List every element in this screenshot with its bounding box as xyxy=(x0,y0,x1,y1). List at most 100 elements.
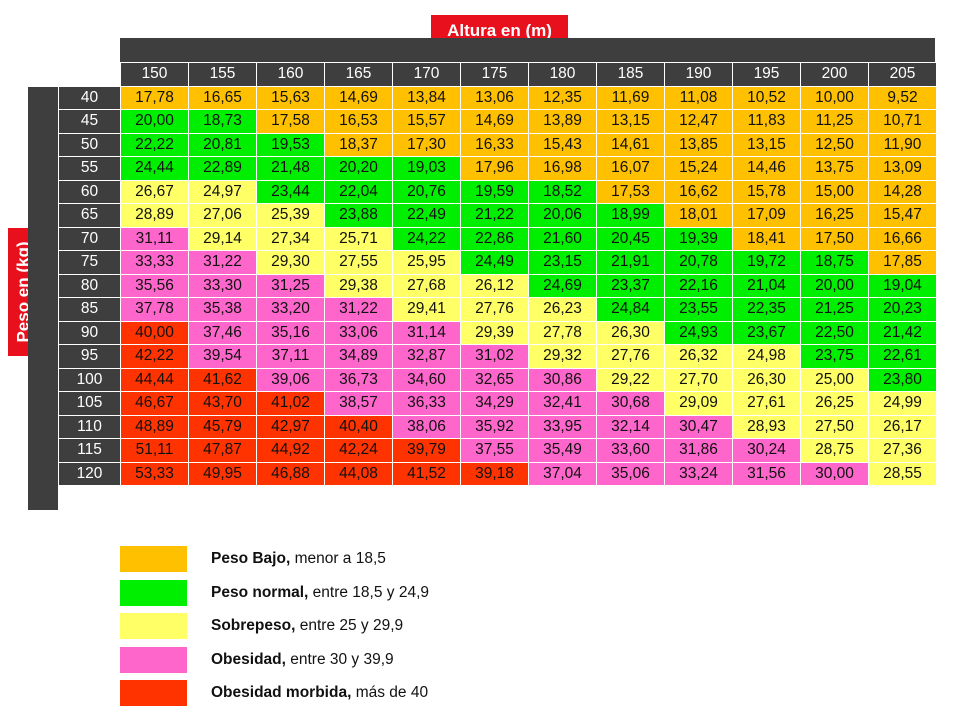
legend-label: Obesidad, entre 30 y 39,9 xyxy=(211,651,394,669)
bmi-cell: 40,00 xyxy=(120,320,189,345)
bmi-cell: 27,06 xyxy=(188,203,257,228)
height-header: 195 xyxy=(732,62,801,87)
bmi-cell: 31,86 xyxy=(664,438,733,463)
legend-swatch xyxy=(120,680,187,706)
bmi-cell: 13,85 xyxy=(664,132,733,157)
bmi-cell: 29,41 xyxy=(392,297,461,322)
bmi-cell: 27,61 xyxy=(732,391,801,416)
bmi-cell: 23,67 xyxy=(732,320,801,345)
bmi-cell: 39,06 xyxy=(256,367,325,392)
bmi-cell: 23,55 xyxy=(664,297,733,322)
bmi-cell: 41,52 xyxy=(392,461,461,486)
bmi-cell: 27,76 xyxy=(596,344,665,369)
weight-label: 115 xyxy=(58,438,121,463)
bmi-cell: 38,06 xyxy=(392,414,461,439)
bmi-cell: 49,95 xyxy=(188,461,257,486)
bmi-table: 150 155 160 165 170 175 180 185 190 195 200 205 40 1… xyxy=(58,62,937,486)
bmi-cell: 34,89 xyxy=(324,344,393,369)
bmi-cell: 14,61 xyxy=(596,132,665,157)
table-row: 115 51,11 47,87 44,92 42,24 39,79 37,55 35,49 33… xyxy=(58,438,937,463)
bmi-cell: 26,25 xyxy=(800,391,869,416)
legend-category-name: Obesidad morbida, xyxy=(211,684,352,701)
height-header: 160 xyxy=(256,62,325,87)
corner-cell xyxy=(58,62,121,87)
bmi-cell: 32,87 xyxy=(392,344,461,369)
bmi-cell: 31,22 xyxy=(188,250,257,275)
bmi-cell: 18,37 xyxy=(324,132,393,157)
bmi-cell: 33,95 xyxy=(528,414,597,439)
table-row: 65 28,89 27,06 25,39 23,88 22,49 21,22 20,06 18,… xyxy=(58,203,937,228)
height-header: 165 xyxy=(324,62,393,87)
bmi-cell: 21,48 xyxy=(256,156,325,181)
bmi-cell: 11,08 xyxy=(664,85,733,110)
weight-label: 50 xyxy=(58,132,121,157)
bmi-cell: 30,47 xyxy=(664,414,733,439)
bmi-cell: 24,49 xyxy=(460,250,529,275)
bmi-cell: 28,75 xyxy=(800,438,869,463)
bmi-cell: 29,14 xyxy=(188,226,257,251)
bmi-cell: 21,22 xyxy=(460,203,529,228)
bmi-cell: 22,89 xyxy=(188,156,257,181)
bmi-cell: 24,97 xyxy=(188,179,257,204)
bmi-cell: 17,50 xyxy=(800,226,869,251)
bmi-cell: 37,55 xyxy=(460,438,529,463)
weight-label: 105 xyxy=(58,391,121,416)
table-row: 85 37,78 35,38 33,20 31,22 29,41 27,76 26,23 24,… xyxy=(58,297,937,322)
bmi-cell: 29,22 xyxy=(596,367,665,392)
weight-label: 85 xyxy=(58,297,121,322)
bmi-cell: 27,55 xyxy=(324,250,393,275)
bmi-cell: 19,72 xyxy=(732,250,801,275)
bmi-cell: 13,84 xyxy=(392,85,461,110)
bmi-cell: 37,11 xyxy=(256,344,325,369)
bmi-cell: 23,37 xyxy=(596,273,665,298)
bmi-cell: 44,44 xyxy=(120,367,189,392)
bmi-cell: 33,60 xyxy=(596,438,665,463)
bmi-cell: 16,66 xyxy=(868,226,937,251)
bmi-cell: 18,73 xyxy=(188,109,257,134)
table-row: 90 40,00 37,46 35,16 33,06 31,14 29,39 27,78 26,… xyxy=(58,320,937,345)
bmi-cell: 17,78 xyxy=(120,85,189,110)
table-row: 45 20,00 18,73 17,58 16,53 15,57 14,69 13,89 13,… xyxy=(58,109,937,134)
bmi-cell: 25,00 xyxy=(800,367,869,392)
bmi-cell: 24,93 xyxy=(664,320,733,345)
bmi-cell: 30,86 xyxy=(528,367,597,392)
height-header: 180 xyxy=(528,62,597,87)
height-header: 190 xyxy=(664,62,733,87)
weight-label: 60 xyxy=(58,179,121,204)
bmi-cell: 33,24 xyxy=(664,461,733,486)
bmi-cell: 46,88 xyxy=(256,461,325,486)
bmi-cell: 53,33 xyxy=(120,461,189,486)
bmi-cell: 14,28 xyxy=(868,179,937,204)
bmi-cell: 15,57 xyxy=(392,109,461,134)
bmi-cell: 31,22 xyxy=(324,297,393,322)
bmi-cell: 22,35 xyxy=(732,297,801,322)
bmi-cell: 17,09 xyxy=(732,203,801,228)
height-header: 185 xyxy=(596,62,665,87)
bmi-cell: 37,78 xyxy=(120,297,189,322)
bmi-cell: 37,46 xyxy=(188,320,257,345)
bmi-cell: 13,75 xyxy=(800,156,869,181)
bmi-cell: 23,88 xyxy=(324,203,393,228)
bmi-cell: 28,89 xyxy=(120,203,189,228)
weight-label: 55 xyxy=(58,156,121,181)
legend-range: entre 18,5 y 24,9 xyxy=(312,583,429,601)
bmi-cell: 42,24 xyxy=(324,438,393,463)
bmi-cell: 43,70 xyxy=(188,391,257,416)
bmi-cell: 13,06 xyxy=(460,85,529,110)
bmi-cell: 48,89 xyxy=(120,414,189,439)
bmi-cell: 31,25 xyxy=(256,273,325,298)
bmi-cell: 13,15 xyxy=(732,132,801,157)
bmi-cell: 19,53 xyxy=(256,132,325,157)
bmi-cell: 11,90 xyxy=(868,132,937,157)
bmi-cell: 29,39 xyxy=(460,320,529,345)
legend-label: Obesidad morbida, más de 40 xyxy=(211,684,428,702)
bmi-cell: 51,11 xyxy=(120,438,189,463)
bmi-cell: 22,86 xyxy=(460,226,529,251)
height-header: 175 xyxy=(460,62,529,87)
weight-label: 80 xyxy=(58,273,121,298)
bmi-cell: 18,01 xyxy=(664,203,733,228)
weight-label: 70 xyxy=(58,226,121,251)
bmi-cell: 36,33 xyxy=(392,391,461,416)
bmi-cell: 21,42 xyxy=(868,320,937,345)
height-header-row: 150 155 160 165 170 175 180 185 190 195 200 205 xyxy=(58,62,937,87)
